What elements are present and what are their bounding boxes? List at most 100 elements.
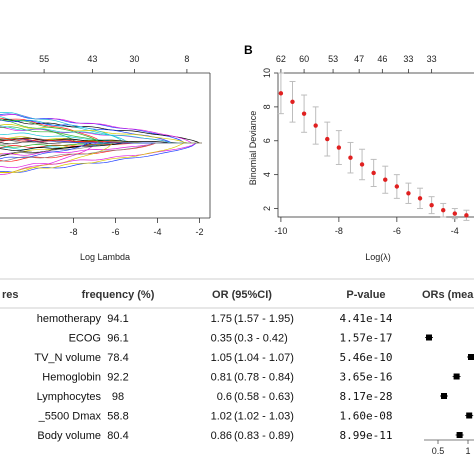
x-tick-label: -4 (153, 227, 161, 237)
coefficient-path (0, 142, 202, 162)
deviance-point (301, 111, 307, 116)
header-frequency: frequency (%) (82, 289, 155, 301)
feature-name: TV_N volume (34, 352, 101, 364)
coefficient-path (0, 125, 202, 144)
forest-tick-label: 1 (465, 446, 470, 456)
frequency-value: 92.2 (107, 372, 128, 384)
feature-name: hemotherapy (37, 313, 102, 325)
frequency-value: 96.1 (107, 333, 128, 345)
or-ci: (0.3 - 0.42) (234, 333, 288, 345)
header-features: res (2, 289, 19, 301)
frequency-value: 58.8 (107, 411, 128, 423)
or-ci: (0.83 - 0.89) (234, 430, 294, 442)
forest-point (456, 432, 463, 438)
deviance-point (348, 155, 353, 160)
x-tick-label: -8 (335, 226, 343, 236)
x-tick-label: -2 (195, 227, 203, 237)
forest-tick-label: 0.5 (432, 446, 445, 456)
panel-b-xlabel: Log(λ) (365, 252, 391, 262)
panel-b-frame (277, 72, 474, 218)
deviance-point (464, 213, 469, 218)
deviance-point (336, 145, 342, 150)
top-tick-label: 30 (129, 54, 139, 64)
deviance-point (325, 136, 330, 142)
forest-point (468, 354, 474, 360)
frequency-value: 80.4 (107, 430, 128, 442)
top-tick-label: 33 (403, 54, 413, 64)
panel-b-label: B (244, 43, 253, 57)
feature-name: Hemoglobin (42, 372, 101, 384)
deviance-point (452, 211, 458, 216)
or-value: 1.05 (211, 352, 232, 364)
odds-ratio-table: res frequency (%) OR (95%CI) P-value ORs… (0, 278, 474, 456)
deviance-points (277, 72, 470, 221)
top-tick-label: 60 (299, 54, 309, 64)
coefficient-path (0, 142, 202, 169)
forest-point (453, 373, 460, 380)
frequency-value: 78.4 (107, 352, 128, 364)
y-tick-label: 2 (262, 206, 272, 211)
table-rows: hemotherapy 94.1 1.75 (1.57 - 1.95) 4.41e-14… (34, 312, 393, 442)
table-header: res frequency (%) OR (95%CI) P-value ORs… (2, 289, 474, 301)
p-value: 8.99e-11 (340, 429, 393, 442)
coefficient-path (0, 142, 202, 174)
x-tick-label: -8 (69, 227, 77, 237)
forest-point (466, 412, 473, 419)
feature-name: _5500 Dmax (38, 411, 102, 423)
coefficient-path (0, 142, 202, 173)
feature-name: Body volume (37, 430, 101, 442)
or-ci: (1.57 - 1.95) (234, 313, 294, 325)
y-tick-label: 4 (262, 172, 272, 177)
feature-name: ECOG (69, 333, 101, 345)
deviance-point (429, 202, 434, 208)
or-ci: (0.58 - 0.63) (234, 391, 294, 403)
frequency-value: 94.1 (107, 313, 128, 325)
x-tick-label: -6 (111, 227, 119, 237)
top-tick-label: 55 (39, 54, 49, 64)
deviance-point (278, 91, 284, 96)
feature-name: Lymphocytes (37, 391, 102, 403)
p-value: 4.41e-14 (340, 312, 393, 325)
header-ors: ORs (mea (422, 289, 474, 301)
top-tick-label: 62 (276, 54, 286, 64)
or-value: 0.81 (211, 372, 232, 384)
x-tick-label: -4 (451, 226, 459, 236)
deviance-point (290, 99, 295, 105)
lasso-coefficient-path-plot: -8 -6 -4 -2 55 43 30 8 Log Lambda (0, 54, 211, 262)
top-tick-label: 46 (377, 54, 387, 64)
table-row: TV_N volume 78.4 1.05 (1.04 - 1.07) 5.46e-10 (34, 351, 392, 364)
header-pvalue: P-value (346, 289, 385, 301)
deviance-point (441, 208, 446, 213)
table-row: hemotherapy 94.1 1.75 (1.57 - 1.95) 4.41e-14 (37, 312, 393, 325)
top-tick-label: 33 (427, 54, 437, 64)
y-tick-label: 10 (262, 68, 272, 78)
table-row: ECOG 96.1 0.35 (0.3 - 0.42) 1.57e-17 (69, 332, 393, 345)
coefficient-paths (0, 111, 202, 175)
forest-point (426, 334, 432, 341)
y-tick-label: 6 (262, 138, 272, 143)
table-row: Lymphocytes 98 0.6 (0.58 - 0.63) 8.17e-28 (37, 390, 393, 403)
top-tick-label: 53 (328, 54, 338, 64)
header-or: OR (95%CI) (212, 289, 272, 301)
or-value: 0.86 (211, 430, 232, 442)
top-tick-label: 43 (87, 54, 97, 64)
deviance-point (313, 123, 318, 128)
y-tick-label: 8 (262, 104, 272, 109)
or-value: 1.75 (211, 313, 232, 325)
p-value: 3.65e-16 (340, 371, 393, 384)
x-tick-label: -6 (393, 226, 401, 236)
deviance-point (406, 191, 411, 196)
p-value: 1.60e-08 (340, 410, 393, 423)
table-row: Hemoglobin 92.2 0.81 (0.78 - 0.84) 3.65e-16 (42, 371, 392, 384)
or-value: 0.35 (211, 333, 232, 345)
forest-plot: 0.5 1 (424, 334, 474, 456)
deviance-point (371, 170, 376, 176)
p-value: 5.46e-10 (340, 351, 393, 364)
x-tick-label: -10 (274, 226, 287, 236)
deviance-point (417, 196, 423, 201)
or-value: 0.6 (217, 391, 232, 403)
or-value: 1.02 (211, 411, 232, 423)
deviance-point (394, 184, 400, 189)
